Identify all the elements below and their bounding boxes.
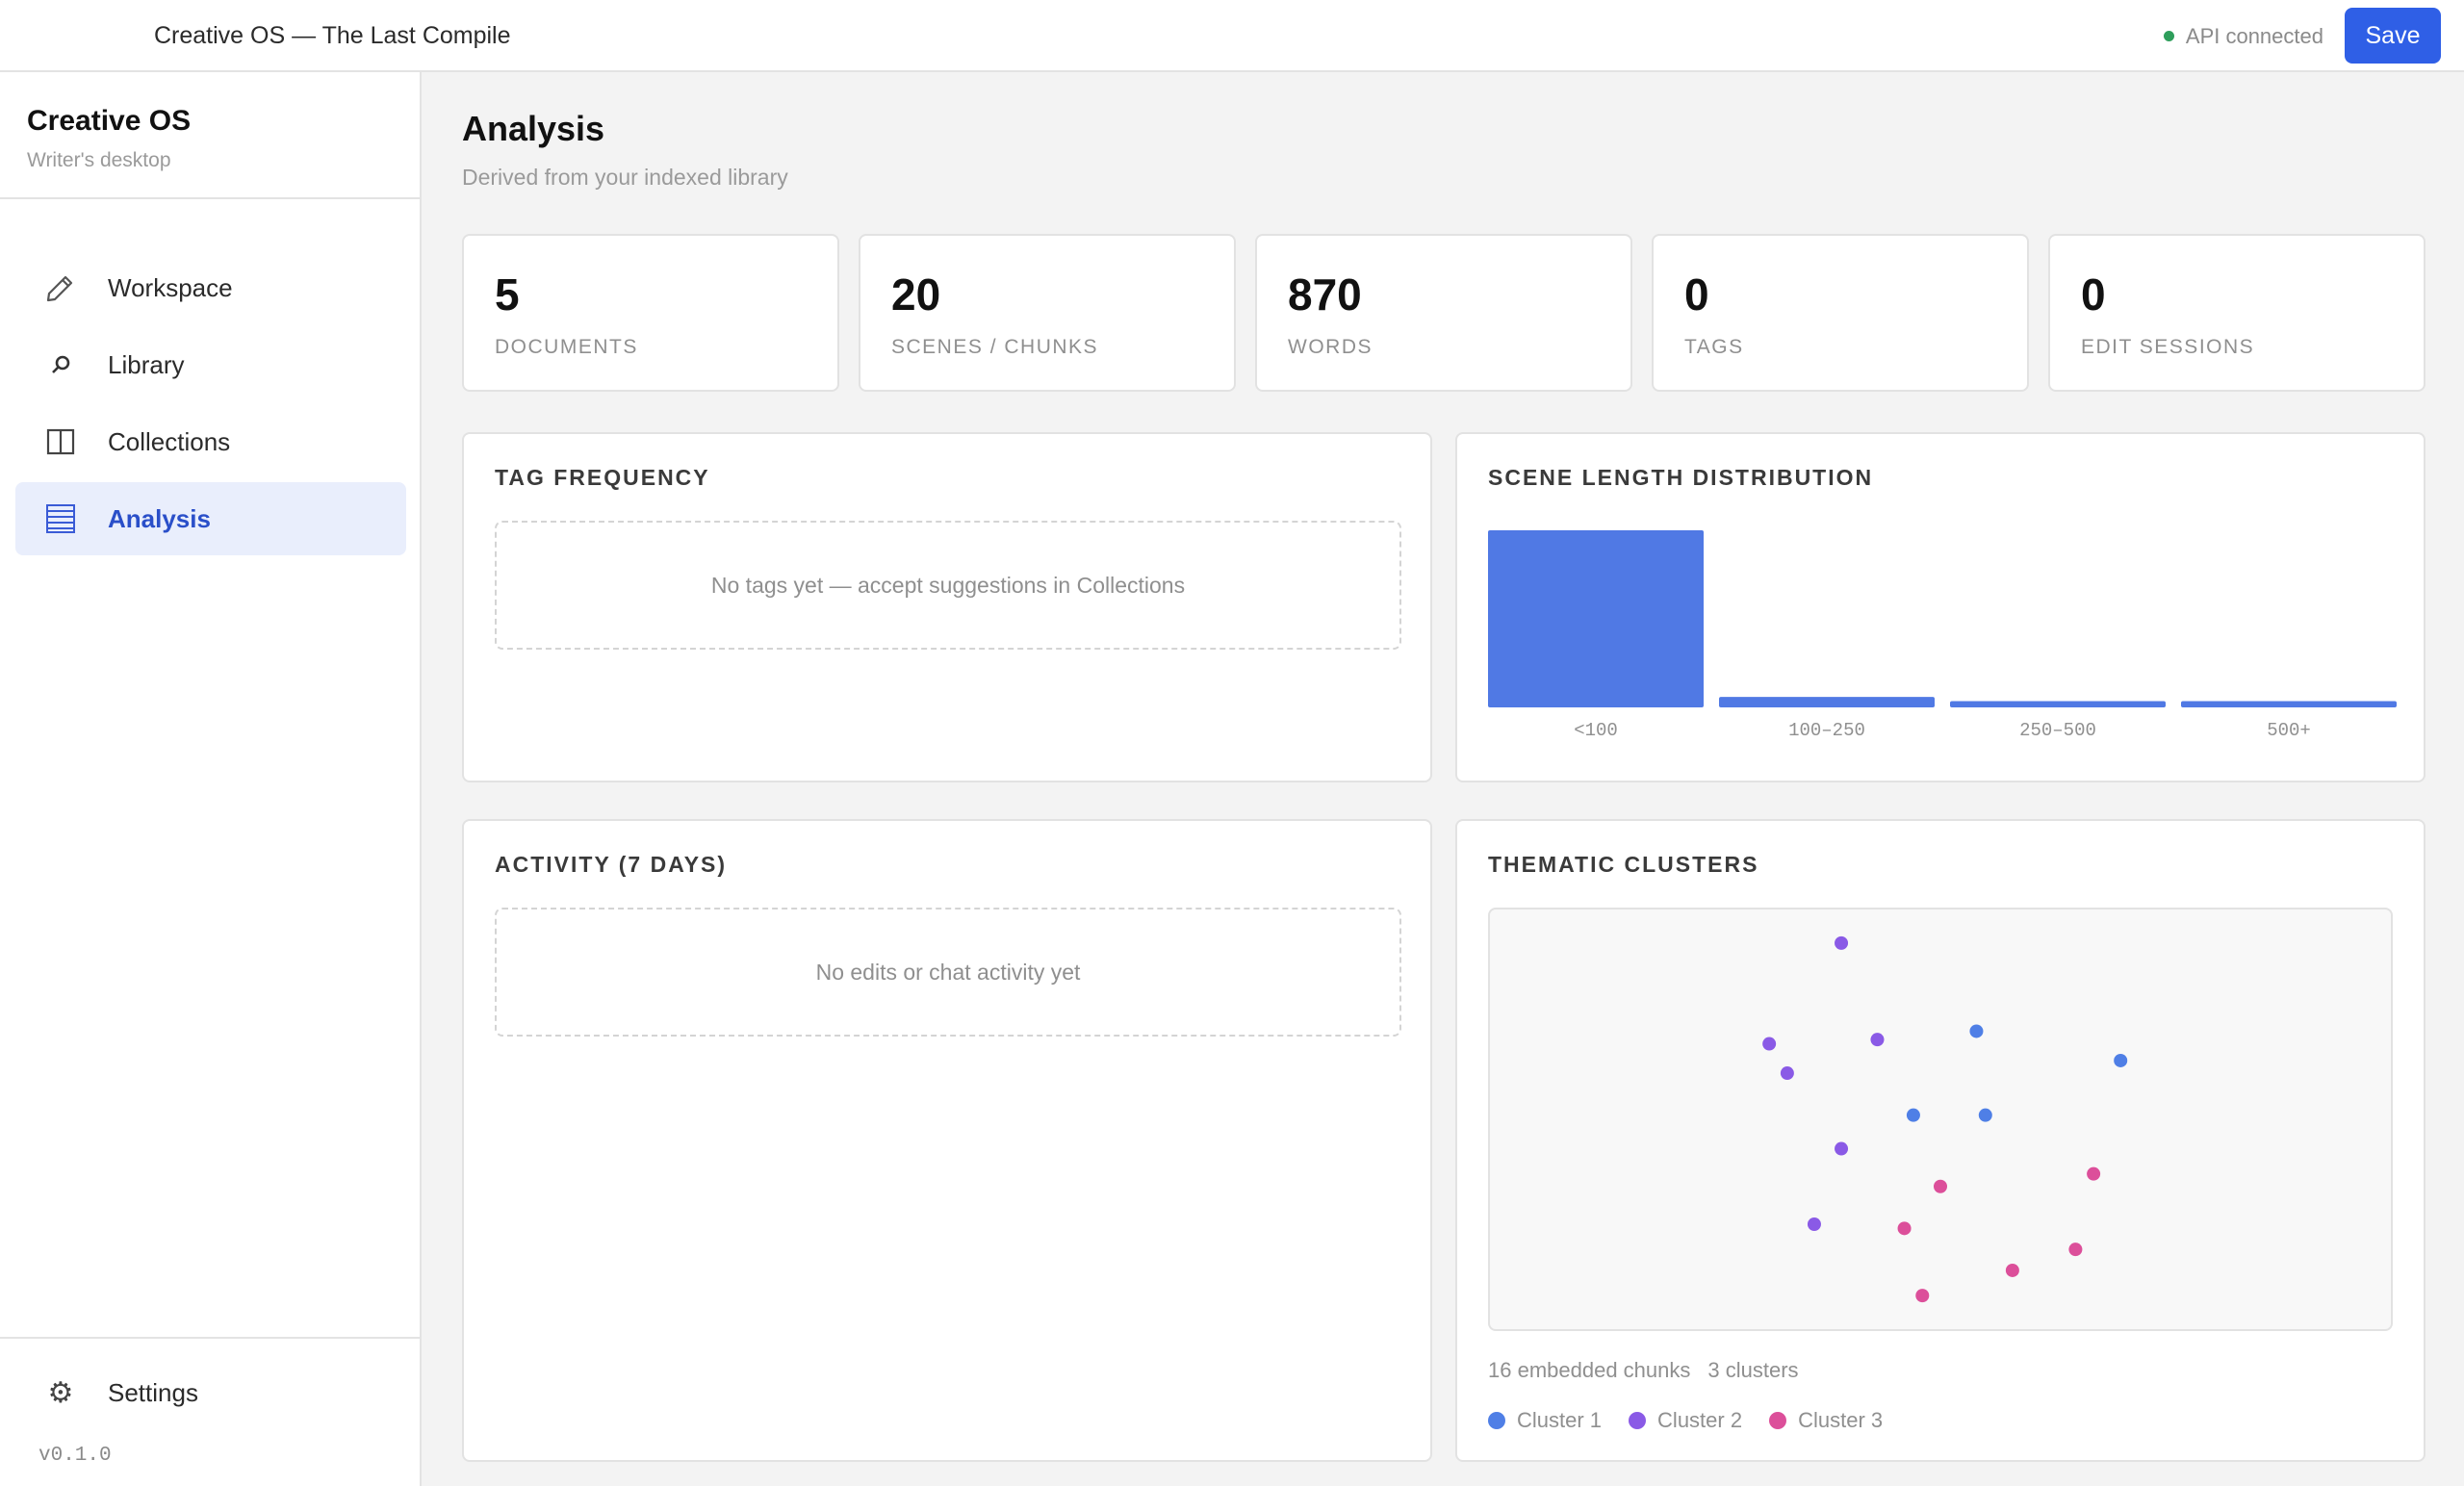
panel-title: THEMATIC CLUSTERS (1488, 852, 1759, 877)
cluster-2-point-1 (1762, 1037, 1777, 1051)
sidebar-item-label: Collections (108, 426, 231, 456)
panel-title: SCENE LENGTH DISTRIBUTION (1488, 465, 1874, 490)
panel-title: ACTIVITY (7 DAYS) (495, 852, 728, 877)
legend-swatch (1769, 1412, 1787, 1429)
cluster-1-point-2 (1906, 1108, 1920, 1122)
cluster-3-point-1 (1934, 1179, 1947, 1193)
cluster-1-point-0 (1969, 1024, 1984, 1038)
cluster-2-point-0 (1835, 935, 1849, 950)
bar-2 (1950, 701, 2166, 707)
cluster-2-point-2 (1870, 1033, 1885, 1047)
window-title: Creative OS — The Last Compile (154, 22, 511, 49)
bar-label-3: 500+ (2267, 720, 2311, 741)
cluster-3-point-2 (1897, 1221, 1912, 1236)
scene-length-panel: SCENE LENGTH DISTRIBUTION <100 100–250 250… (1455, 432, 2426, 782)
thematic-clusters-panel: THEMATIC CLUSTERS 16 embedded chunks 3 cl… (1455, 819, 2426, 1462)
stat-value: 5 (495, 269, 520, 320)
cluster-2-point-5 (1807, 1217, 1821, 1231)
chunk-count: 16 embedded chunks (1488, 1358, 1691, 1382)
sidebar-item-label: Workspace (108, 272, 233, 302)
sidebar-item-label: Library (108, 349, 185, 379)
stat-card-documents: 5 DOCUMENTS (462, 234, 839, 392)
bar-label-1: 100–250 (1788, 720, 1865, 741)
cluster-count: 3 clusters (1707, 1358, 1799, 1382)
search-icon (44, 348, 77, 381)
cluster-2-point-4 (1835, 1141, 1849, 1156)
legend-label: Cluster 2 (1657, 1408, 1743, 1432)
empty-state: No edits or chat activity yet (495, 908, 1401, 1037)
page-subtitle: Derived from your indexed library (462, 165, 788, 190)
main-content: Analysis Derived from your indexed libra… (424, 74, 2464, 1486)
stat-card-tags: 0 TAGS (1652, 234, 2029, 392)
list-icon (44, 502, 77, 535)
version-label: v0.1.0 (38, 1445, 112, 1467)
bar-label-2: 250–500 (2019, 720, 2096, 741)
sidebar-divider (0, 197, 422, 199)
sidebar-item-label: Settings (108, 1377, 198, 1407)
gear-icon: ⚙ (47, 1376, 74, 1409)
sidebar-item-collections[interactable]: Collections (15, 405, 406, 478)
legend-swatch (1488, 1412, 1505, 1429)
stat-value: 20 (891, 269, 941, 320)
stat-value: 0 (2081, 269, 2106, 320)
sidebar-item-label: Analysis (108, 503, 211, 533)
cluster-3-point-4 (2068, 1243, 2083, 1257)
stat-label: SCENES / CHUNKS (891, 336, 1099, 358)
api-status: API connected (2163, 0, 2323, 72)
cluster-2-point-3 (1780, 1066, 1794, 1081)
sidebar-item-analysis[interactable]: Analysis (15, 482, 406, 555)
stat-label: WORDS (1288, 336, 1373, 358)
legend-label: Cluster 1 (1517, 1408, 1603, 1432)
stat-card-scenes: 20 SCENES / CHUNKS (859, 234, 1236, 392)
bar-3 (2181, 701, 2397, 707)
top-bar: Creative OS — The Last Compile API conne… (0, 0, 2464, 72)
cluster-3-point-0 (2087, 1166, 2101, 1181)
sidebar-divider (0, 1337, 422, 1339)
legend-swatch (1629, 1412, 1647, 1429)
sidebar-item-settings[interactable]: ⚙ Settings (15, 1356, 406, 1429)
empty-state: No tags yet — accept suggestions in Coll… (495, 521, 1401, 650)
cluster-1-point-1 (2114, 1053, 2128, 1067)
scene-length-chart: <100 100–250 250–500 500+ (1488, 530, 2397, 741)
columns-icon (44, 425, 77, 458)
brand-tagline: Writer's desktop (27, 149, 171, 171)
activity-panel: ACTIVITY (7 DAYS) No edits or chat activ… (462, 819, 1432, 1462)
legend-item-cluster-1: Cluster 1 (1488, 1408, 1602, 1433)
stat-value: 0 (1684, 269, 1709, 320)
bar-label-0: <100 (1574, 720, 1618, 741)
panel-title: TAG FREQUENCY (495, 465, 710, 490)
stat-card-edit-sessions: 0 EDIT SESSIONS (2048, 234, 2426, 392)
legend-item-cluster-3: Cluster 3 (1769, 1408, 1883, 1433)
sidebar-item-library[interactable]: Library (15, 328, 406, 401)
stat-value: 870 (1288, 269, 1362, 320)
status-dot-icon (2163, 31, 2174, 41)
stat-label: DOCUMENTS (495, 336, 638, 358)
cluster-3-point-5 (1915, 1289, 1930, 1303)
cluster-plot-area (1488, 908, 2393, 1331)
stat-label: EDIT SESSIONS (2081, 336, 2255, 358)
legend-item-cluster-2: Cluster 2 (1629, 1408, 1742, 1433)
api-status-label: API connected (2185, 24, 2323, 48)
tag-frequency-panel: TAG FREQUENCY No tags yet — accept sugge… (462, 432, 1432, 782)
cluster-meta: 16 embedded chunks 3 clusters (1488, 1358, 1799, 1383)
bar-1 (1719, 697, 1935, 707)
sidebar-item-workspace[interactable]: Workspace (15, 251, 406, 324)
cluster-1-point-3 (1978, 1108, 1992, 1122)
sidebar: Creative OS Writer's desktop Workspace L… (0, 72, 422, 1486)
pencil-icon (44, 271, 77, 304)
stat-card-words: 870 WORDS (1255, 234, 1632, 392)
stat-label: TAGS (1684, 336, 1744, 358)
bar-0 (1488, 530, 1704, 707)
legend-label: Cluster 3 (1798, 1408, 1884, 1432)
brand: Creative OS Writer's desktop (27, 105, 191, 172)
page-title: Analysis (462, 109, 605, 148)
save-button[interactable]: Save (2345, 8, 2441, 64)
cluster-3-point-3 (2005, 1263, 2019, 1277)
cluster-legend: Cluster 1 Cluster 2 Cluster 3 (1488, 1408, 1910, 1433)
cluster-scatter-chart (1762, 935, 2128, 1303)
brand-name: Creative OS (27, 105, 192, 137)
